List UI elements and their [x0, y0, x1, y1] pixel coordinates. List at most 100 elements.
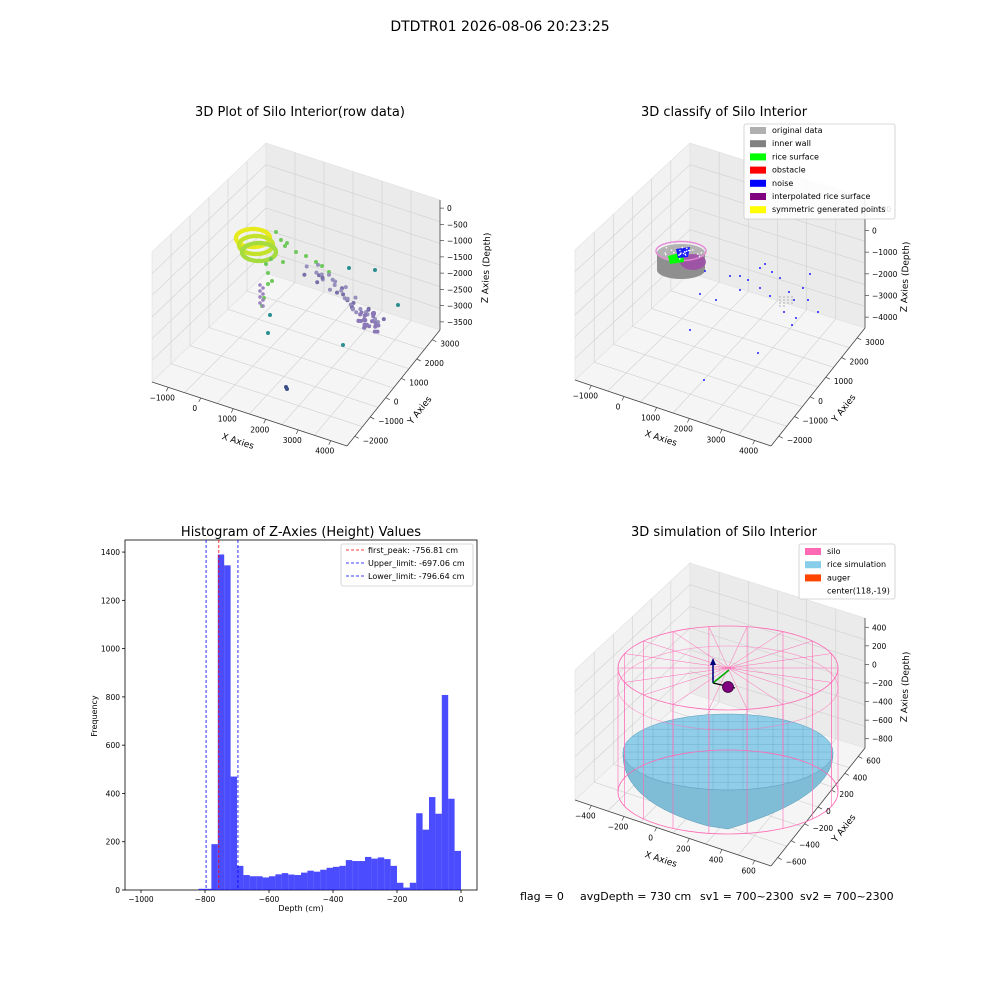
panel2-3d-box: [574, 142, 866, 447]
surface-dot: [700, 251, 703, 254]
histogram-bar: [365, 856, 372, 890]
histogram-bar: [237, 865, 244, 890]
y-tick-label: 600: [106, 741, 121, 750]
histogram-bar: [243, 875, 250, 890]
x-tick-label: −400: [323, 895, 344, 904]
spread-point: [316, 262, 320, 267]
histogram-bar: [224, 565, 231, 890]
auger-y-arrow: [712, 669, 730, 684]
panel2-y-ticks: −2000 −1000 0 1000 2000 3000: [778, 337, 884, 445]
x-tick-mark: [263, 419, 267, 424]
cluster-point: [372, 329, 377, 334]
panel4-ylabel: Y Axies: [830, 813, 859, 846]
y-tick-mark: [804, 823, 809, 827]
histogram-bar: [352, 861, 359, 890]
y-tick-label: 0: [826, 807, 831, 816]
wall-point: [266, 282, 270, 286]
y-tick-mark: [817, 806, 823, 810]
panel2-zlabel: Z Axies (Depth): [900, 242, 912, 313]
cluster-point: [373, 320, 378, 325]
y-tick-mark: [844, 772, 850, 776]
column-point: [258, 295, 262, 299]
x-tick-mark: [589, 385, 592, 390]
y-tick-mark: [841, 357, 846, 360]
panel2-ylabel: Y Axies: [830, 393, 859, 426]
surface-dot: [670, 249, 673, 252]
y-tick-mark: [831, 789, 836, 793]
sparse-point: [268, 313, 272, 317]
legend-swatch: [805, 548, 821, 555]
wall-gridline: [574, 164, 691, 272]
x-tick-mark: [719, 849, 723, 854]
y-tick-label: −2000: [363, 436, 389, 445]
y-tick-label: 2000: [850, 358, 869, 367]
x-tick-mark: [589, 805, 592, 810]
noise-point: [703, 379, 705, 381]
noise-point: [759, 287, 761, 289]
original-point: [791, 302, 793, 304]
x-tick-label: 3000: [283, 436, 302, 445]
y-tick-label: −400: [799, 841, 820, 850]
spread-point: [358, 307, 363, 311]
histogram-xlabel: Depth (cm): [278, 904, 323, 913]
y-tick-label: 0: [115, 886, 120, 895]
cluster-point: [356, 319, 361, 323]
y-tick-label: 600: [866, 756, 881, 765]
cluster-point: [363, 318, 368, 323]
histogram-bar: [262, 877, 269, 890]
spread-point: [345, 296, 350, 301]
panel2-legend: original data inner wall rice surface obsta…: [743, 123, 896, 220]
noise-point: [802, 287, 804, 289]
y-tick-label: 1000: [101, 645, 120, 654]
z-tick-label: −400: [872, 698, 893, 707]
cluster-point: [359, 310, 364, 315]
column-point: [258, 301, 262, 305]
y-tick-mark: [777, 857, 782, 860]
x-tick-label: 0: [616, 403, 621, 412]
z-tick-label: −3000: [447, 302, 473, 311]
legend-swatch: [750, 193, 766, 200]
y-tick-mark: [858, 756, 863, 759]
y-tick-label: 3000: [865, 338, 884, 347]
x-tick-mark: [719, 429, 723, 434]
cluster-point: [371, 311, 376, 315]
z-tick-label: 0: [872, 227, 877, 236]
wall-point: [264, 262, 268, 266]
x-tick-label: 0: [648, 834, 653, 843]
panel1-ylabel: Y Axies: [406, 395, 435, 428]
noise-point: [779, 277, 781, 279]
surface-dot: [687, 249, 690, 252]
histogram-bars: [198, 554, 461, 890]
x-tick-mark: [752, 440, 755, 445]
x-tick-mark: [654, 827, 657, 832]
y-tick-label: 800: [106, 693, 121, 702]
histogram-bar: [269, 876, 276, 890]
original-point: [779, 296, 781, 298]
column-point: [261, 298, 265, 302]
legend-label: noise: [772, 179, 793, 188]
panel4-legend: silo rice simulation auger center(118,-19): [798, 543, 896, 600]
x-axis-line: [151, 381, 348, 447]
spread-point: [319, 272, 324, 277]
original-point: [783, 296, 785, 298]
y-tick-mark: [370, 416, 375, 420]
legend-label: silo: [827, 547, 841, 556]
silo-wireframe: [617, 625, 839, 835]
spread-point: [328, 287, 332, 292]
surface-dot: [678, 254, 680, 256]
panel1-y-ticks: −2000 −1000 0 1000 2000 3000: [354, 339, 460, 445]
histogram-bar: [384, 859, 391, 890]
floor-gridline: [670, 290, 850, 348]
wall-point: [266, 271, 270, 275]
wall-point: [320, 264, 324, 268]
cluster-point: [363, 324, 368, 328]
surface-dot: [679, 249, 681, 252]
y-tick-label: 200: [839, 790, 854, 799]
histogram-bar: [320, 869, 327, 890]
z-tick-label: −4000: [872, 313, 898, 322]
panel4-z-ticks: −800 −600 −400 −200 0 200 400: [865, 623, 893, 744]
histogram-bar: [313, 871, 321, 890]
cluster-point: [376, 323, 381, 328]
rice-simulation-surface: [622, 713, 834, 830]
wall-gridline: [151, 164, 267, 274]
